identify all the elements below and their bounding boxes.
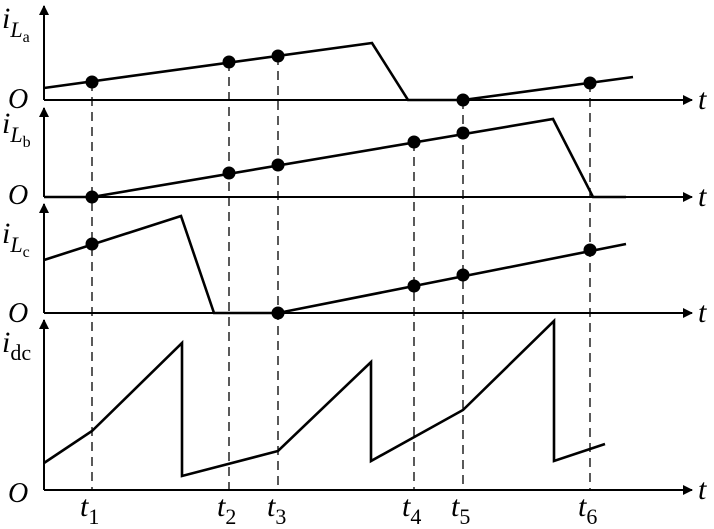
- t-label-idc: t: [698, 473, 707, 506]
- dot-ila-t2: [222, 55, 236, 69]
- waveform-ila: [43, 41, 634, 102]
- dot-ila-t3: [271, 49, 285, 63]
- dot-ilb-t5: [456, 126, 470, 140]
- time-axes: [44, 95, 693, 495]
- t-label-ila: t: [698, 83, 707, 116]
- label-t5: t5: [451, 490, 470, 529]
- time-marker-lines: [91, 56, 591, 490]
- channel-labels: iLa iLb iLc idc: [2, 2, 31, 365]
- origin-labels: O O O O: [8, 84, 28, 509]
- t-label-ilc: t: [698, 296, 707, 329]
- dot-ilb-t1: [85, 190, 99, 204]
- sample-dots: [85, 49, 597, 320]
- label-t4: t4: [402, 490, 421, 529]
- dot-ilb-t4: [407, 135, 421, 149]
- label-ilb: iLb: [2, 107, 31, 151]
- origin-ilb: O: [8, 180, 28, 211]
- dot-ilc-t5: [456, 268, 470, 282]
- dot-ilb-t3: [271, 158, 285, 172]
- dot-ila-t5: [456, 93, 470, 107]
- label-t1: t1: [80, 490, 99, 529]
- t-label-ilb: t: [698, 180, 707, 213]
- origin-idc: O: [8, 478, 28, 509]
- label-idc: idc: [2, 326, 31, 365]
- label-ilc: iLc: [2, 217, 30, 261]
- waveform-ilc: [43, 214, 627, 315]
- dot-ila-t6: [583, 76, 597, 90]
- waveforms: [43, 41, 634, 478]
- label-t6: t6: [578, 490, 597, 529]
- dot-ilc-t4: [407, 279, 421, 293]
- origin-ila: O: [8, 84, 28, 115]
- dot-ilc-t3: [271, 306, 285, 320]
- label-t3: t3: [267, 490, 286, 529]
- waveform-idc: [43, 317, 606, 478]
- time-axis-labels: t t t t: [698, 83, 707, 506]
- label-ila: iLa: [2, 2, 30, 46]
- dot-ilc-t6: [583, 243, 597, 257]
- dot-ilc-t1: [85, 237, 99, 251]
- dot-ila-t1: [85, 75, 99, 89]
- dot-ilb-t2: [222, 166, 236, 180]
- time-marker-labels: t1 t2 t3 t4 t5 t6: [80, 490, 597, 529]
- waveform-ilb: [44, 117, 626, 199]
- label-t2: t2: [217, 490, 236, 529]
- origin-ilc: O: [8, 298, 28, 329]
